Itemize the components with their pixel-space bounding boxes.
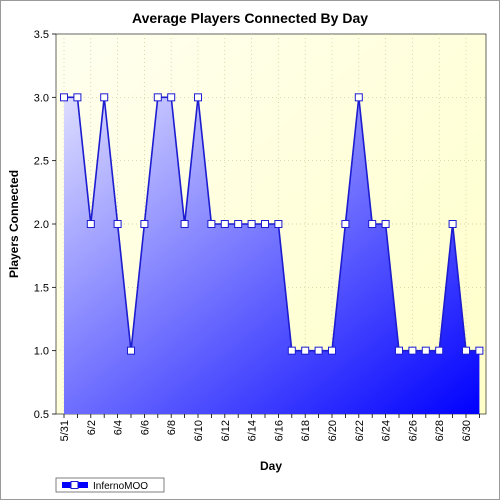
y-tick-label: 1.0 xyxy=(34,346,49,358)
data-point xyxy=(167,93,176,102)
data-point xyxy=(60,93,68,102)
x-tick-label: 6/6 xyxy=(139,420,151,435)
x-tick-label: 6/14 xyxy=(247,420,259,441)
data-point xyxy=(73,93,82,102)
data-point xyxy=(341,220,350,228)
data-point xyxy=(261,220,269,228)
x-tick-label: 6/26 xyxy=(407,420,419,441)
x-tick-label: 6/10 xyxy=(193,420,205,441)
series-markers xyxy=(60,93,484,355)
data-point xyxy=(314,346,323,355)
x-tick-label: 6/24 xyxy=(381,420,393,441)
data-point xyxy=(368,220,377,228)
x-axis-ticks: 5/31 6/2 6/4 6/6 6/8 6/10 6/12 6/14 6/16 6/18 6/20… xyxy=(59,414,480,441)
data-point xyxy=(234,220,243,228)
data-point xyxy=(100,93,109,102)
data-point xyxy=(462,346,470,355)
data-point xyxy=(247,220,256,228)
data-point xyxy=(354,93,363,102)
y-axis-label: Players Connected xyxy=(7,170,21,278)
data-point xyxy=(328,346,336,355)
data-point xyxy=(395,346,403,355)
x-tick-label: 6/2 xyxy=(86,420,98,435)
data-point xyxy=(153,93,162,102)
chart-title: Average Players Connected By Day xyxy=(132,10,368,26)
data-point xyxy=(301,346,310,355)
legend: InfernoMOO xyxy=(55,477,165,493)
x-tick-label: 5/31 xyxy=(59,420,71,441)
data-point xyxy=(127,346,135,355)
x-tick-label: 6/22 xyxy=(354,420,366,441)
x-tick-label: 6/12 xyxy=(220,420,232,441)
data-point xyxy=(113,220,122,228)
y-tick-label: 3.5 xyxy=(34,29,49,41)
legend-label: InfernoMOO xyxy=(93,481,148,492)
data-point xyxy=(421,346,430,355)
data-point xyxy=(287,346,296,355)
x-tick-label: 6/18 xyxy=(300,420,312,441)
data-point xyxy=(408,346,417,355)
series-area-fill xyxy=(64,97,480,414)
x-tick-label: 6/16 xyxy=(273,420,285,441)
data-point xyxy=(475,346,484,355)
data-point xyxy=(194,93,202,102)
x-tick-label: 6/4 xyxy=(113,420,125,435)
x-tick-label: 6/20 xyxy=(327,420,339,441)
data-point xyxy=(448,220,457,228)
x-tick-label: 6/28 xyxy=(434,420,446,441)
y-axis-ticks: 0.5 1.0 1.5 2.0 2.5 3.0 3.5 xyxy=(34,29,56,421)
data-point xyxy=(381,220,390,228)
x-tick-label: 6/8 xyxy=(166,420,178,435)
data-point xyxy=(274,220,283,228)
legend-box xyxy=(55,477,165,493)
data-point xyxy=(207,220,216,228)
y-tick-label: 2.0 xyxy=(34,219,49,231)
y-tick-label: 1.5 xyxy=(34,282,49,294)
y-tick-label: 2.5 xyxy=(34,156,49,168)
y-tick-label: 0.5 xyxy=(34,409,49,421)
x-axis-label: Day xyxy=(260,459,282,473)
data-point xyxy=(180,220,189,228)
data-point xyxy=(140,220,149,228)
data-point xyxy=(435,346,444,355)
legend-marker xyxy=(70,481,79,489)
series-area xyxy=(64,97,480,414)
x-tick-label: 6/30 xyxy=(461,420,473,441)
y-tick-label: 3.0 xyxy=(34,92,49,104)
data-point xyxy=(86,220,95,228)
data-point xyxy=(220,220,229,228)
